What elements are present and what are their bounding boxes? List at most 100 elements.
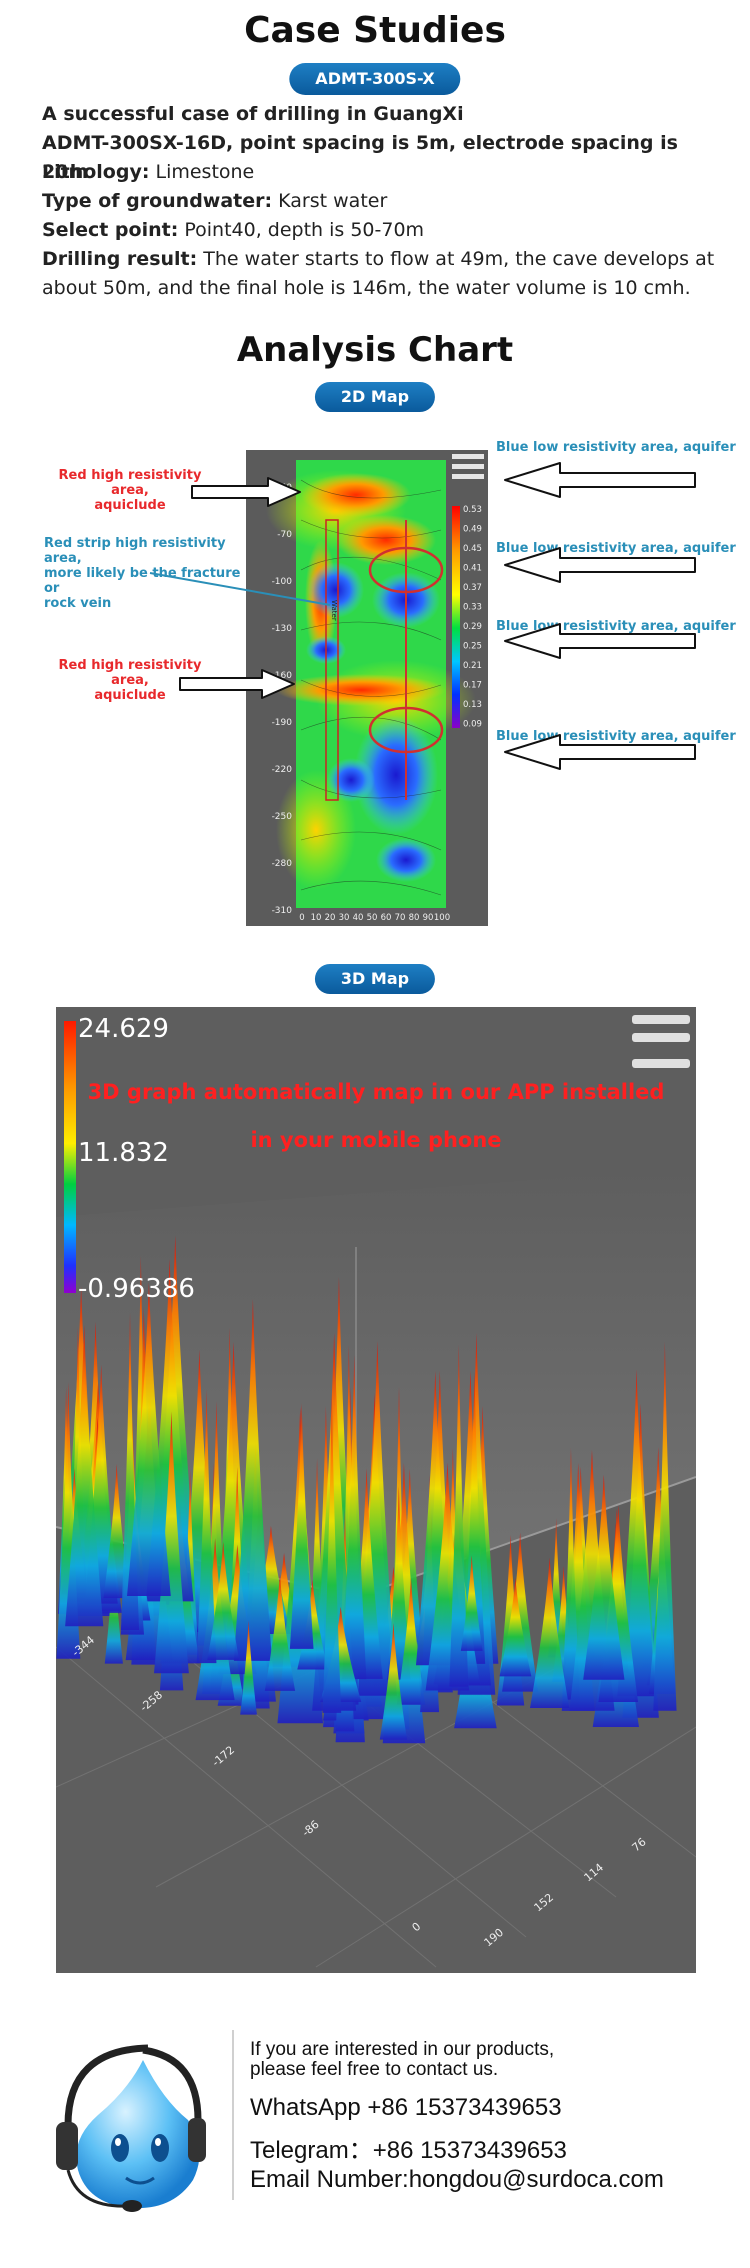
map2d-well-label: Water bbox=[330, 600, 338, 621]
map2d-arrows bbox=[149, 462, 696, 770]
map2d-x-tick: 40 bbox=[353, 913, 364, 923]
map2d-legend-value: 0.09 bbox=[463, 720, 482, 730]
map3d-surface-spike bbox=[499, 1577, 532, 1677]
callout-left-2-leader bbox=[149, 572, 331, 606]
map2d-x-tick: 100 bbox=[434, 913, 450, 923]
map2d-legend-value: 0.49 bbox=[463, 525, 482, 535]
map2d-legend-bar bbox=[452, 506, 460, 728]
map3d-surface-spike bbox=[289, 1402, 314, 1649]
map3d-axis-left-label: -172 bbox=[210, 1743, 237, 1769]
case-groundwater: Type of groundwater: Karst water bbox=[42, 190, 388, 212]
map3d-menu-icon[interactable] bbox=[632, 1015, 690, 1068]
map2d-legend-value: 0.37 bbox=[463, 583, 482, 593]
callout-left-2: Red strip high resistivity area, more lik… bbox=[44, 536, 241, 611]
map2d-y-tick: -130 bbox=[272, 624, 293, 634]
map3d-caption-1: 3D graph automatically map in our APP in… bbox=[88, 1080, 665, 1104]
map3d-surface-spike bbox=[449, 1344, 469, 1687]
contact-intro-2: please feel free to contact us. bbox=[250, 2059, 499, 2080]
map2d-x-tick: 20 bbox=[325, 913, 336, 923]
map3d-surface-spike bbox=[342, 1354, 367, 1680]
analysis-title: Analysis Chart bbox=[236, 330, 514, 370]
map3d-surface-spike bbox=[460, 1555, 483, 1651]
arrow-left-3 bbox=[179, 669, 295, 699]
map3d-surface-spike bbox=[322, 1393, 342, 1713]
map2d-x-tick: 50 bbox=[367, 913, 378, 923]
contact-telegram[interactable]: Telegram：+86 15373439653 bbox=[250, 2137, 567, 2164]
case-lithology: Lithology: Limestone bbox=[42, 161, 255, 183]
contact-email[interactable]: Email Number:hongdou@surdoca.com bbox=[250, 2166, 664, 2193]
map3d-axis-right-label: 190 bbox=[482, 1926, 506, 1949]
map2d-y-tick: -310 bbox=[272, 906, 293, 916]
map2d-y-tick: -250 bbox=[272, 812, 293, 822]
arrow-right-3 bbox=[504, 623, 696, 659]
map3d-surface-spike bbox=[653, 1341, 677, 1711]
map3d-caption-2: in your mobile phone bbox=[250, 1128, 501, 1152]
map2d-svg: Water -40-70-100-130-160-190-220-250-280… bbox=[266, 454, 484, 923]
map3d-surface-spike bbox=[379, 1622, 408, 1740]
map3d-surface-spike bbox=[562, 1447, 580, 1700]
arrow-right-1 bbox=[504, 462, 696, 498]
map3d-surface-spike bbox=[233, 1299, 272, 1661]
contact-whatsapp[interactable]: WhatsApp +86 15373439653 bbox=[250, 2094, 562, 2121]
map2d-x-tick: 90 bbox=[423, 913, 434, 923]
arrow-right-2 bbox=[504, 547, 696, 583]
map3d-surface-spike bbox=[65, 1324, 104, 1627]
map3d-surface-spike bbox=[529, 1557, 570, 1708]
map3d-surface-spike bbox=[127, 1282, 171, 1597]
case-line-1: A successful case of drilling in GuangXi bbox=[42, 103, 464, 125]
arrow-right-4 bbox=[504, 734, 696, 770]
case-drilling-result: Drilling result: The water starts to flo… bbox=[42, 248, 715, 270]
map2d-x-tick: 60 bbox=[381, 913, 392, 923]
map2d-legend-value: 0.21 bbox=[463, 661, 482, 671]
map3d-surface-spike bbox=[396, 1577, 426, 1705]
map2d-legend-value: 0.41 bbox=[463, 564, 482, 574]
map3d-axis-right-label: 152 bbox=[532, 1891, 556, 1914]
callout-left-1: Red high resistivity area, aquiclude bbox=[58, 468, 202, 513]
callout-left-3: Red high resistivity area, aquiclude bbox=[58, 658, 202, 703]
map3d-legend-mid: 11.832 bbox=[78, 1138, 169, 1168]
map2d-legend-value: 0.13 bbox=[463, 700, 482, 710]
map2d-y-tick: -280 bbox=[272, 859, 293, 869]
map2d-menu-icon[interactable] bbox=[452, 454, 484, 479]
page-title: Case Studies bbox=[244, 10, 506, 51]
contact-intro-1: If you are interested in our products, bbox=[250, 2039, 555, 2060]
map3d-surface-spike bbox=[264, 1573, 296, 1691]
mascot-icon bbox=[56, 2044, 206, 2212]
map2d-x-tick: 70 bbox=[395, 913, 406, 923]
map3d-panel: -344 -258 -172 -86 0 190 152 114 76 24.629 11.83… bbox=[56, 1007, 696, 1973]
mascot-with-headset bbox=[48, 2030, 218, 2220]
map2d-y-tick: -220 bbox=[272, 765, 293, 775]
map3d-surface-spike bbox=[583, 1474, 625, 1680]
map2d-well-column bbox=[325, 519, 339, 801]
map3d-legend-min: -0.96386 bbox=[78, 1274, 195, 1304]
callout-right-1: Blue low resistivity area, aquifer bbox=[496, 440, 736, 455]
map3d-surface-spike bbox=[196, 1389, 217, 1664]
map2d-y-tick: -70 bbox=[277, 530, 292, 540]
arrow-left-1 bbox=[191, 477, 301, 507]
map3d-legend-bar bbox=[64, 1021, 76, 1293]
map3d-legend-max: 24.629 bbox=[78, 1014, 169, 1044]
map2d-legend-value: 0.25 bbox=[463, 642, 482, 652]
map2d-legend-value: 0.33 bbox=[463, 603, 482, 613]
map3d-badge: 3D Map bbox=[314, 964, 436, 994]
case-select-point: Select point: Point40, depth is 50-70m bbox=[42, 219, 425, 241]
contact-divider bbox=[232, 2030, 234, 2200]
map3d-axis-left-label: -258 bbox=[138, 1688, 165, 1714]
map2d-legend-value: 0.53 bbox=[463, 505, 482, 515]
map3d-axis-right-label: 76 bbox=[630, 1835, 649, 1854]
map2d-y-tick: -190 bbox=[272, 718, 293, 728]
map3d-surface-spike bbox=[207, 1542, 240, 1660]
map2d-legend-value: 0.45 bbox=[463, 544, 482, 554]
map3d-surface-spike bbox=[103, 1464, 130, 1599]
model-badge: ADMT-300S-X bbox=[289, 63, 461, 95]
map3d-surface-spike bbox=[153, 1411, 189, 1674]
map2d-badge: 2D Map bbox=[314, 382, 436, 412]
map3d-axis-right-label: 114 bbox=[582, 1861, 606, 1884]
map2d-legend-value: 0.29 bbox=[463, 622, 482, 632]
map3d-axis-left-label: 0 bbox=[410, 1920, 424, 1934]
map3d-surface-spike bbox=[240, 1620, 257, 1715]
map3d-axis-left-label: -86 bbox=[300, 1818, 322, 1840]
map2d-y-tick: -160 bbox=[272, 671, 293, 681]
map2d-panel: Water -40-70-100-130-160-190-220-250-280… bbox=[246, 450, 488, 926]
